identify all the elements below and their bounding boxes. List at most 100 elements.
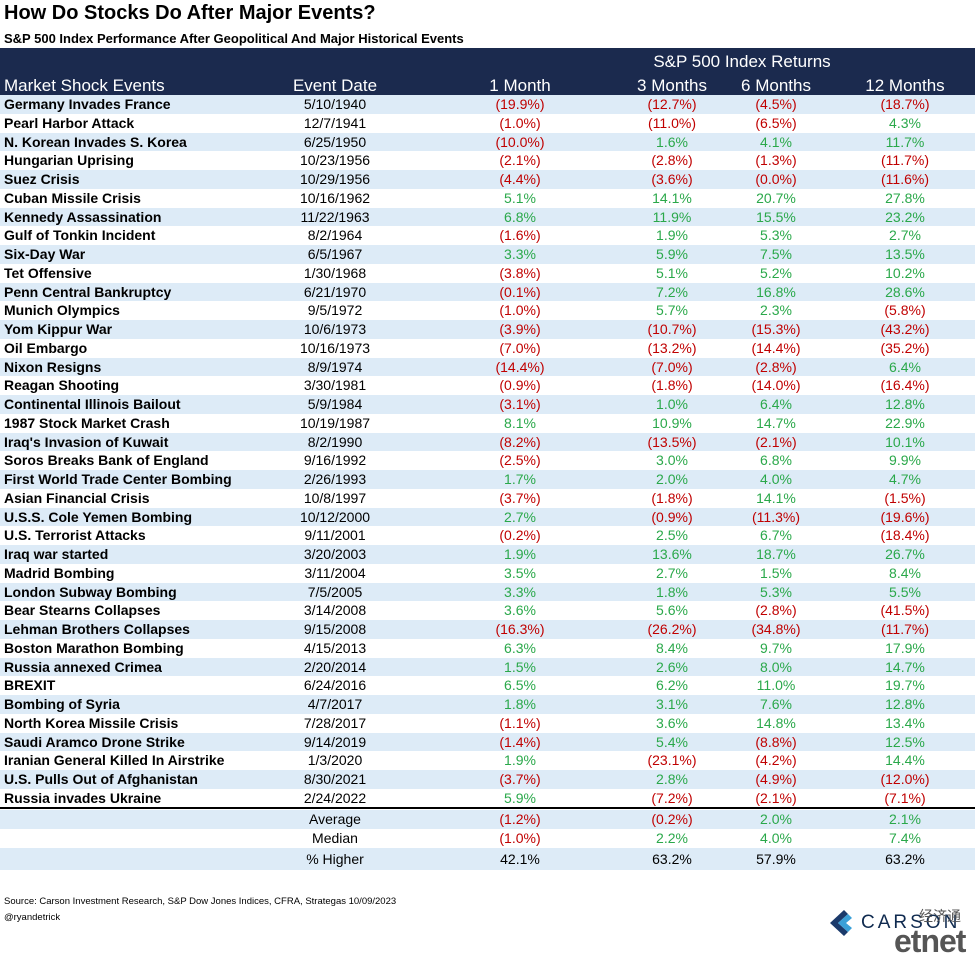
return-12m: 10.2%: [885, 264, 925, 281]
table-row: Lehman Brothers Collapses 9/15/2008 (16.3%…: [0, 620, 975, 639]
page-subtitle: S&P 500 Index Performance After Geopolit…: [4, 31, 464, 46]
summary-return-3m: 2.2%: [656, 829, 688, 846]
event-name: London Subway Bombing: [4, 583, 177, 600]
return-1m: (2.5%): [499, 452, 541, 469]
return-1m: 5.9%: [504, 789, 536, 806]
return-1m: 3.5%: [504, 564, 536, 581]
return-1m: (1.0%): [499, 114, 541, 131]
return-1m: (0.9%): [499, 377, 541, 394]
event-name: Six-Day War: [4, 246, 86, 262]
table-row: Penn Central Bankruptcy 6/21/1970 (0.1%) 7.…: [0, 282, 975, 302]
return-1m: (2.1%): [499, 152, 541, 169]
table-row: Russia invades Ukraine 2/24/2022 5.9% (7.2%…: [0, 789, 975, 808]
table-row: N. Korean Invades S. Korea 6/25/1950 (10.0…: [0, 132, 975, 152]
return-1m: (7.0%): [499, 339, 541, 356]
summary-row-pct-higher: % Higher 42.1% 63.2% 57.9% 63.2%: [0, 847, 975, 870]
return-6m: 1.5%: [760, 564, 792, 581]
return-1m: 1.9%: [504, 752, 536, 769]
table-row: Continental Illinois Bailout 5/9/1984 (3.1…: [0, 395, 975, 414]
event-date: 10/6/1973: [303, 321, 367, 337]
return-6m: (6.5%): [755, 114, 797, 131]
return-12m: 23.2%: [885, 208, 925, 225]
table-row: Six-Day War 6/5/1967 3.3% 5.9% 7.5% 13.5%: [0, 245, 975, 264]
return-1m: (1.0%): [499, 302, 541, 319]
return-1m: (14.4%): [495, 358, 545, 375]
event-name: Yom Kippur War: [4, 321, 113, 337]
event-date: 2/24/2022: [303, 789, 367, 806]
return-12m: 12.5%: [885, 733, 925, 750]
return-3m: 2.5%: [656, 527, 688, 544]
table-row: Germany Invades France 5/10/1940 (19.9%) (1…: [0, 95, 975, 114]
summary-row-median: Median (1.0%) 2.2% 4.0% 7.4%: [0, 829, 975, 848]
table-row: Boston Marathon Bombing 4/15/2013 6.3% 8.4%…: [0, 639, 975, 658]
event-name: U.S. Terrorist Attacks: [4, 527, 146, 544]
event-name: Saudi Aramco Drone Strike: [4, 733, 185, 750]
return-6m: (14.4%): [751, 339, 801, 356]
table-row: Reagan Shooting 3/30/1981 (0.9%) (1.8%) (14.…: [0, 376, 975, 395]
table-row: Nixon Resigns 8/9/1974 (14.4%) (7.0%) (2.8%)…: [0, 357, 975, 377]
event-date: 4/7/2017: [307, 696, 363, 712]
event-date: 7/5/2005: [307, 583, 363, 600]
event-date: 2/20/2014: [303, 658, 367, 675]
table-row: London Subway Bombing 7/5/2005 3.3% 1.8% 5.3…: [0, 582, 975, 602]
return-6m: 14.7%: [756, 414, 796, 431]
return-6m: (15.3%): [751, 321, 801, 337]
return-6m: 9.7%: [760, 639, 792, 656]
event-name: Soros Breaks Bank of England: [4, 452, 209, 469]
return-3m: (2.8%): [651, 152, 693, 169]
return-3m: (7.2%): [651, 789, 693, 806]
return-6m: 4.0%: [760, 471, 792, 487]
return-6m: 11.0%: [756, 677, 796, 694]
event-name: North Korea Missile Crisis: [4, 714, 179, 731]
summary-return-3m: 63.2%: [652, 850, 692, 867]
table-row: Cuban Missile Crisis 10/16/1962 5.1% 14.1% 2…: [0, 189, 975, 208]
event-name: Kennedy Assassination: [4, 208, 162, 225]
table-row: U.S.S. Cole Yemen Bombing 10/12/2000 2.7% (…: [0, 507, 975, 527]
return-6m: 7.5%: [760, 246, 792, 262]
summary-label: Average: [309, 811, 361, 827]
return-3m: (1.8%): [651, 377, 693, 394]
return-3m: 8.4%: [656, 639, 688, 656]
return-12m: (35.2%): [880, 339, 930, 356]
return-6m: 6.8%: [760, 452, 792, 469]
return-6m: 5.2%: [760, 264, 792, 281]
event-date: 9/16/1992: [303, 452, 367, 469]
table-row: Madrid Bombing 3/11/2004 3.5% 2.7% 1.5% 8.4%: [0, 564, 975, 583]
return-6m: 8.0%: [760, 658, 792, 675]
return-3m: 5.7%: [656, 302, 688, 319]
return-1m: (3.7%): [499, 771, 541, 787]
summary-return-3m: (0.2%): [651, 811, 693, 827]
return-1m: 3.3%: [504, 246, 536, 262]
return-3m: 2.0%: [656, 471, 688, 487]
event-date: 8/2/1990: [307, 433, 363, 450]
return-3m: (12.7%): [647, 96, 697, 112]
return-1m: 3.6%: [504, 602, 536, 619]
event-date: 10/29/1956: [299, 171, 371, 187]
event-date: 10/23/1956: [299, 152, 371, 169]
event-name: Tet Offensive: [4, 264, 92, 281]
event-date: 10/16/1973: [299, 339, 371, 356]
return-3m: (3.6%): [651, 171, 693, 187]
table-row: Iranian General Killed In Airstrike 1/3/2…: [0, 751, 975, 770]
summary-divider: [0, 807, 975, 809]
return-6m: (4.5%): [755, 96, 797, 112]
return-3m: 1.0%: [656, 396, 688, 412]
table-row: Bombing of Syria 4/7/2017 1.8% 3.1% 7.6% 12.8…: [0, 695, 975, 714]
return-3m: 2.6%: [656, 658, 688, 675]
return-6m: (2.1%): [755, 789, 797, 806]
return-12m: 17.9%: [885, 639, 925, 656]
event-name: Hungarian Uprising: [4, 152, 134, 169]
column-header-1m: 1 Month: [489, 76, 551, 95]
return-3m: (11.0%): [648, 114, 696, 131]
return-3m: 1.8%: [656, 583, 688, 600]
event-name: Russia invades Ukraine: [4, 789, 162, 806]
column-header-12m: 12 Months: [865, 76, 945, 95]
event-date: 8/30/2021: [303, 771, 367, 787]
return-12m: 28.6%: [885, 283, 925, 300]
return-1m: (0.1%): [499, 283, 541, 300]
event-name: Iraq war started: [4, 546, 109, 562]
return-12m: 12.8%: [885, 396, 925, 412]
event-date: 6/25/1950: [303, 133, 367, 150]
table-row: U.S. Pulls Out of Afghanistan 8/30/2021 (3…: [0, 770, 975, 789]
return-12m: (16.4%): [880, 377, 930, 394]
